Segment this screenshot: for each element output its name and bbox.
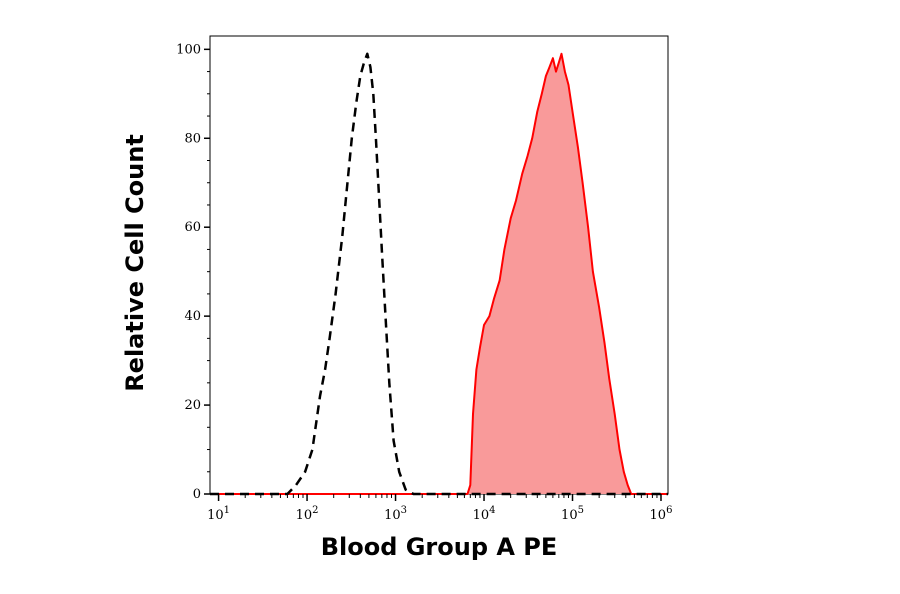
y-tick-label: 80 xyxy=(184,131,201,146)
y-axis-title: Relative Cell Count xyxy=(121,134,149,392)
x-tick-label: 104 xyxy=(473,505,496,523)
control-histogram-line xyxy=(210,52,668,496)
x-axis-title: Blood Group A PE xyxy=(321,533,558,561)
stained-histogram-line xyxy=(210,52,668,495)
x-tick-label: 101 xyxy=(207,505,230,523)
x-tick-label: 102 xyxy=(296,505,319,523)
y-tick-label: 40 xyxy=(184,309,201,324)
x-tick-label: 106 xyxy=(650,505,673,523)
y-tick-label: 60 xyxy=(184,220,201,235)
x-axis: 101 102 103 104 105 106 xyxy=(207,494,672,523)
y-axis: 0 20 40 60 80 100 xyxy=(176,42,210,502)
y-tick-label: 0 xyxy=(193,487,201,502)
x-tick-label: 103 xyxy=(384,505,407,523)
y-tick-label: 20 xyxy=(184,398,201,413)
x-tick-label: 105 xyxy=(561,505,584,523)
series-layer xyxy=(210,52,668,496)
stained-histogram-fill xyxy=(210,53,668,495)
y-tick-label: 100 xyxy=(176,42,201,57)
